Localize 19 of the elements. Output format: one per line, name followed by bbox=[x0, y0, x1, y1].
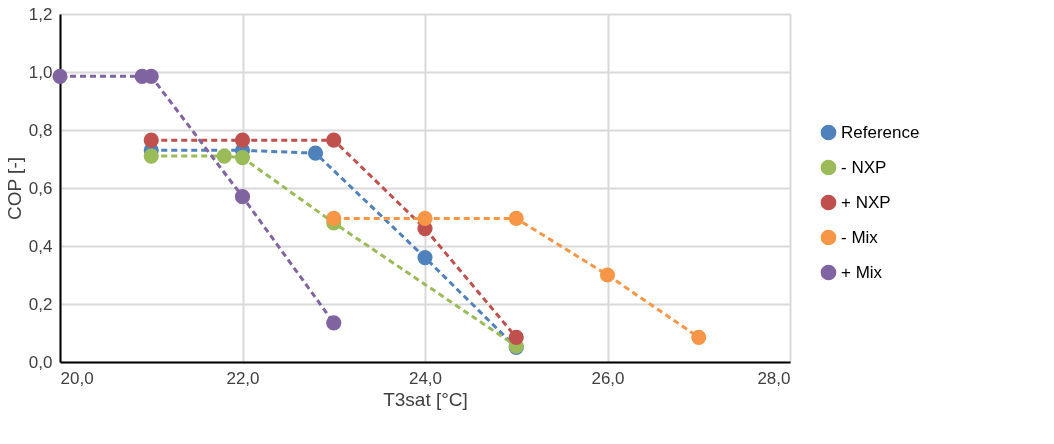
y-tick-label: 0,6 bbox=[28, 178, 53, 198]
x-tick-label: 22,0 bbox=[226, 368, 260, 388]
x-tick-label: 24,0 bbox=[408, 368, 443, 388]
x-tick-label: 26,0 bbox=[591, 368, 625, 388]
x-tick-label: 20,0 bbox=[60, 368, 94, 388]
legend-label: + NXP bbox=[841, 192, 891, 212]
legend-label: - Mix bbox=[841, 227, 879, 247]
y-tick-label: 1,0 bbox=[28, 62, 53, 82]
legend-label: + Mix bbox=[841, 262, 883, 282]
x-axis-title: T3sat [°C] bbox=[383, 388, 468, 410]
legend-label: - NXP bbox=[841, 157, 887, 177]
y-tick-label: 0,0 bbox=[28, 352, 53, 372]
y-axis-title: COP [-] bbox=[3, 157, 25, 220]
y-tick-label: 1,2 bbox=[28, 4, 53, 24]
y-tick-label: 0,4 bbox=[28, 236, 53, 256]
x-tick-label: 28,0 bbox=[757, 368, 791, 388]
legend-label: Reference bbox=[841, 122, 920, 142]
y-tick-label: 0,8 bbox=[28, 120, 53, 140]
y-tick-label: 0,2 bbox=[28, 294, 53, 314]
